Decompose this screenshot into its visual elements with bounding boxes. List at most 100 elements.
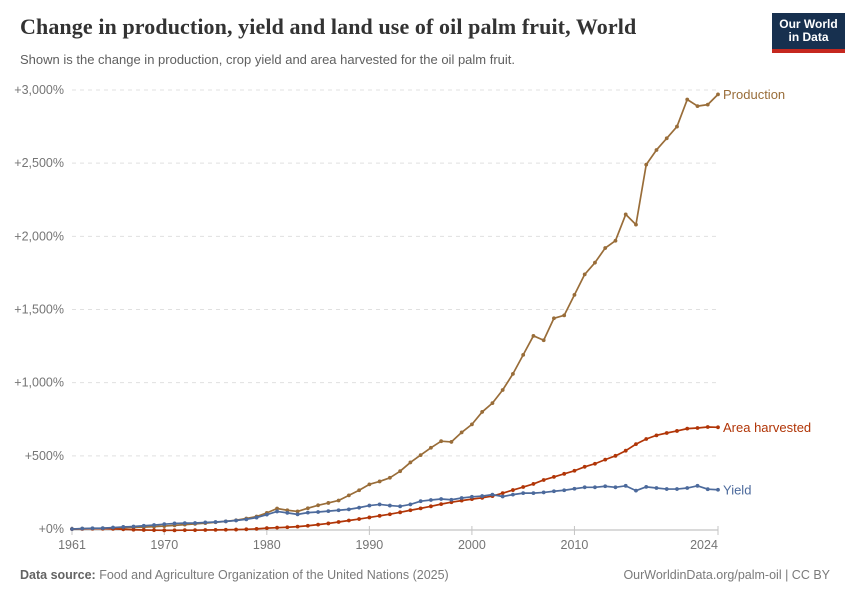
series-point-area-harvested (305, 523, 310, 528)
series-point-area-harvested (439, 502, 444, 507)
series-point-area-harvested (521, 485, 526, 489)
series-point-area-harvested (552, 475, 556, 479)
series-point-yield (90, 526, 95, 531)
series-point-production (572, 292, 577, 297)
series-point-yield (439, 497, 444, 501)
series-point-yield (223, 519, 228, 524)
series-point-yield (685, 486, 690, 490)
series-point-area-harvested (275, 525, 279, 530)
y-tick-label: +500% (25, 449, 64, 463)
series-point-yield (470, 494, 474, 499)
series-point-yield (531, 491, 536, 496)
series-point-yield (705, 487, 710, 492)
series-point-yield (346, 507, 351, 512)
series-point-yield (152, 523, 156, 527)
series-point-area-harvested (141, 528, 146, 532)
series-point-area-harvested (582, 464, 587, 469)
series-point-yield (357, 505, 362, 510)
series-point-area-harvested (572, 468, 577, 473)
series-point-yield (521, 491, 526, 496)
series-point-yield (408, 502, 413, 507)
series-point-production (582, 272, 587, 277)
series-point-yield (234, 518, 238, 523)
series-point-yield (418, 499, 423, 504)
series-point-production (470, 422, 474, 427)
series-point-yield (254, 515, 259, 520)
series-point-production (398, 469, 403, 474)
series-point-area-harvested (336, 520, 341, 524)
series-point-production (644, 162, 649, 167)
series-point-area-harvested (531, 482, 536, 486)
series-point-area-harvested (213, 527, 218, 532)
owid-license-link[interactable]: OurWorldinData.org/palm-oil | CC BY (623, 568, 830, 582)
series-point-yield (387, 503, 392, 508)
owid-logo-line2: in Data (788, 30, 829, 44)
series-point-production (664, 136, 669, 141)
series-point-yield (634, 488, 638, 493)
series-point-production (439, 439, 444, 444)
series-point-area-harvested (254, 526, 259, 531)
series-point-yield (100, 526, 105, 531)
series-point-yield (664, 487, 669, 491)
page-title: Change in production, yield and land use… (20, 14, 637, 39)
series-point-yield (264, 512, 269, 517)
series-point-area-harvested (541, 478, 546, 482)
y-tick-label: +1,000% (14, 376, 64, 390)
series-point-production (623, 212, 628, 217)
series-point-production (275, 506, 279, 511)
series-point-production (326, 501, 331, 505)
series-point-yield (449, 497, 454, 502)
series-point-area-harvested (654, 433, 659, 438)
series-point-production (521, 352, 526, 357)
series-point-yield (377, 502, 382, 507)
series-point-area-harvested (675, 429, 679, 433)
series-point-area-harvested (695, 426, 700, 430)
series-point-yield (582, 485, 587, 490)
series-point-production (316, 503, 320, 508)
series-point-area-harvested (603, 457, 608, 462)
series-label-area-harvested: Area harvested (723, 420, 811, 435)
series-point-area-harvested (511, 488, 515, 492)
y-tick-label: +1,500% (14, 303, 64, 317)
series-point-production (654, 148, 659, 152)
series-point-area-harvested (203, 528, 208, 532)
series-point-yield (490, 492, 495, 497)
owid-logo-line1: Our World (779, 17, 838, 31)
series-point-yield (121, 525, 126, 529)
series-point-yield (295, 512, 300, 517)
series-line-area-harvested[interactable] (71, 426, 719, 532)
series-point-production (562, 313, 567, 318)
series-point-yield (70, 527, 74, 531)
series-line-yield[interactable] (71, 484, 719, 530)
series-point-production (449, 440, 454, 444)
x-tick-label: 1970 (150, 538, 178, 552)
series-point-area-harvested (613, 453, 618, 458)
owid-logo[interactable]: Our World in Data (772, 13, 845, 53)
series-point-production (603, 246, 608, 250)
series-point-production (418, 453, 423, 458)
series-point-area-harvested (377, 513, 382, 518)
series-point-yield (398, 504, 403, 509)
series-point-yield (695, 483, 700, 488)
series-point-area-harvested (234, 527, 238, 532)
series-point-production (511, 371, 515, 376)
series-point-area-harvested (172, 528, 177, 533)
series-point-yield (193, 521, 197, 525)
series-point-production (480, 410, 485, 414)
series-point-yield (511, 492, 515, 497)
series-point-yield (716, 487, 720, 492)
series-point-area-harvested (428, 504, 433, 509)
series-point-yield (541, 490, 546, 495)
series-point-area-harvested (316, 522, 320, 527)
series-point-yield (552, 489, 556, 494)
series-line-production[interactable] (71, 93, 719, 530)
x-tick-label: 2000 (458, 538, 486, 552)
series-point-area-harvested (418, 506, 423, 511)
series-point-area-harvested (664, 431, 669, 435)
series-point-area-harvested (182, 528, 187, 533)
series-point-yield (162, 522, 167, 527)
series-point-yield (326, 509, 331, 514)
series-point-yield (593, 485, 597, 490)
series-point-production (428, 445, 433, 450)
series-point-production (552, 316, 556, 321)
